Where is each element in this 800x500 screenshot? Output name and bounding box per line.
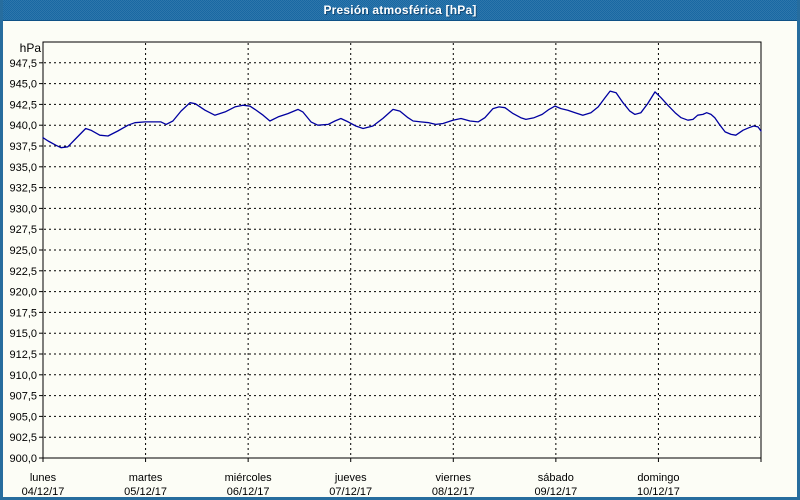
x-day-label: miércoles xyxy=(225,472,273,484)
x-date-label: 10/12/17 xyxy=(637,486,680,498)
x-date-label: 07/12/17 xyxy=(329,486,372,498)
y-tick-label: 917,5 xyxy=(9,307,37,319)
chart-title-bar: Presión atmosférica [hPa] xyxy=(3,0,797,21)
x-date-label: 06/12/17 xyxy=(227,486,270,498)
y-tick-label: 900,0 xyxy=(9,453,37,465)
y-tick-label: 920,0 xyxy=(9,287,37,299)
x-date-label: 09/12/17 xyxy=(534,486,577,498)
y-tick-label: 945,0 xyxy=(9,79,37,91)
y-tick-label: 930,0 xyxy=(9,203,37,215)
y-tick-label: 912,5 xyxy=(9,349,37,361)
x-date-label: 05/12/17 xyxy=(124,486,167,498)
x-day-label: sábado xyxy=(538,472,574,484)
y-tick-label: 902,5 xyxy=(9,432,37,444)
x-day-label: domingo xyxy=(637,472,679,484)
y-tick-label: 935,0 xyxy=(9,162,37,174)
x-date-label: 04/12/17 xyxy=(22,486,65,498)
y-tick-label: 907,5 xyxy=(9,391,37,403)
y-tick-label: 922,5 xyxy=(9,266,37,278)
y-axis-unit-label: hPa xyxy=(20,41,42,55)
x-date-label: 08/12/17 xyxy=(432,486,475,498)
y-tick-label: 937,5 xyxy=(9,141,37,153)
y-tick-label: 927,5 xyxy=(9,224,37,236)
y-tick-label: 932,5 xyxy=(9,183,37,195)
pressure-line-chart: 900,0 902,5 905,0 907,5 910,0 912,5 915,0 917,5… xyxy=(9,41,762,498)
x-day-label: lunes xyxy=(30,472,57,484)
plot-frame xyxy=(42,41,762,459)
y-tick-label: 905,0 xyxy=(9,411,37,423)
y-tick-label: 947,5 xyxy=(9,58,37,70)
y-tick-label: 942,5 xyxy=(9,99,37,111)
y-tick-label: 910,0 xyxy=(9,370,37,382)
y-tick-label: 915,0 xyxy=(9,328,37,340)
y-tick-label: 940,0 xyxy=(9,120,37,132)
y-tick-label: 925,0 xyxy=(9,245,37,257)
chart-title: Presión atmosférica [hPa] xyxy=(323,3,477,17)
x-day-label: jueves xyxy=(334,472,367,484)
x-day-label: viernes xyxy=(436,472,472,484)
pressure-series-line xyxy=(42,90,762,149)
x-day-label: martes xyxy=(129,472,163,484)
